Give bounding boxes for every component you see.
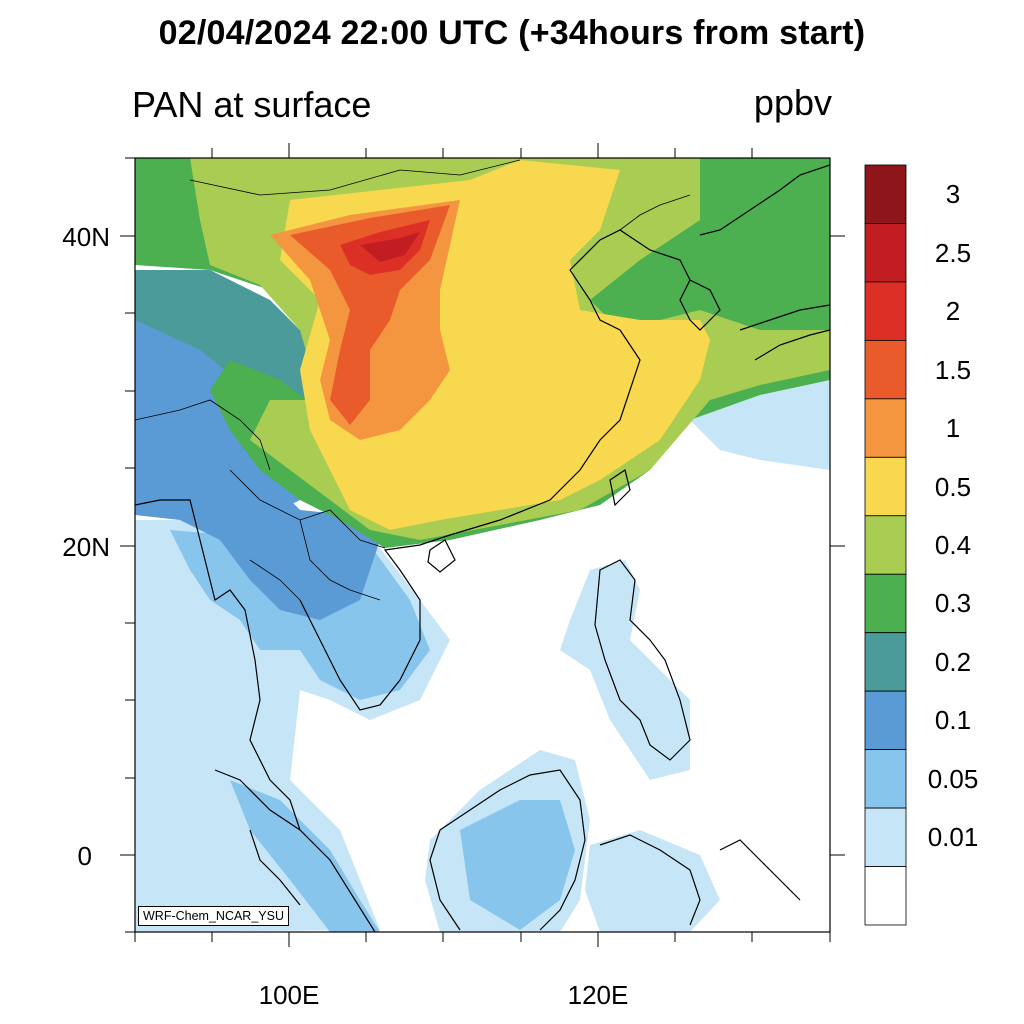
colorbar-swatch bbox=[864, 164, 907, 224]
pan-field-pacific-edge bbox=[690, 380, 830, 470]
colorbar-swatch bbox=[864, 632, 907, 692]
lat-label-0: 0 bbox=[77, 841, 92, 871]
units-label: ppbv bbox=[753, 82, 832, 123]
variable-subtitle: PAN at surface bbox=[132, 84, 372, 125]
colorbar-swatch bbox=[864, 281, 907, 341]
lat-label-40n: 40N bbox=[62, 222, 110, 252]
colorbar bbox=[864, 164, 907, 926]
lat-label-20n: 20N bbox=[62, 532, 110, 562]
colorbar-swatch bbox=[864, 749, 907, 809]
colorbar-label: 1 bbox=[945, 413, 961, 444]
pan-field-0.1-indochina bbox=[215, 450, 380, 620]
colorbar-label: 0.1 bbox=[934, 705, 972, 736]
colorbar-swatch bbox=[864, 807, 907, 867]
pan-field-0.05-sumatra bbox=[230, 780, 380, 932]
lon-label-100e: 100E bbox=[258, 980, 320, 1010]
colorbar-label: 0.4 bbox=[934, 530, 972, 560]
colorbar-label: 0.3 bbox=[934, 588, 972, 619]
coastlines bbox=[135, 164, 830, 932]
axis-ticks bbox=[120, 143, 845, 947]
colorbar-swatch bbox=[864, 515, 907, 575]
colorbar-label: 0.05 bbox=[927, 763, 979, 794]
colorbar-swatch bbox=[864, 223, 907, 283]
colorbar-swatch bbox=[864, 866, 907, 926]
colorbar-label: 1.5 bbox=[934, 354, 972, 385]
colorbar-swatch bbox=[864, 456, 907, 517]
chart-title: 02/04/2024 22:00 UTC (+34hours from star… bbox=[158, 14, 866, 52]
colorbar-swatch bbox=[864, 398, 907, 458]
lon-label-120e: 120E bbox=[567, 980, 629, 1010]
pan-field-0.05-borneo bbox=[460, 800, 575, 930]
map-frame bbox=[134, 157, 831, 933]
colorbar-swatch bbox=[864, 690, 907, 751]
colorbar-swatch bbox=[864, 339, 907, 400]
pan-field-2.5 bbox=[360, 232, 420, 262]
country-borders bbox=[135, 159, 691, 601]
model-credit: WRF-Chem_NCAR_YSU bbox=[138, 906, 289, 926]
colorbar-label: 0.5 bbox=[934, 471, 972, 502]
colorbar-label: 2.5 bbox=[934, 237, 972, 268]
pan-field-philippines bbox=[560, 560, 690, 780]
colorbar-swatch bbox=[864, 573, 907, 634]
pan-field-sulawesi bbox=[585, 830, 720, 932]
colorbar-label: 0.2 bbox=[934, 646, 972, 677]
colorbar-label: 3 bbox=[945, 179, 961, 210]
colorbar-label: 0.01 bbox=[927, 822, 979, 853]
colorbar-label: 2 bbox=[945, 296, 961, 327]
